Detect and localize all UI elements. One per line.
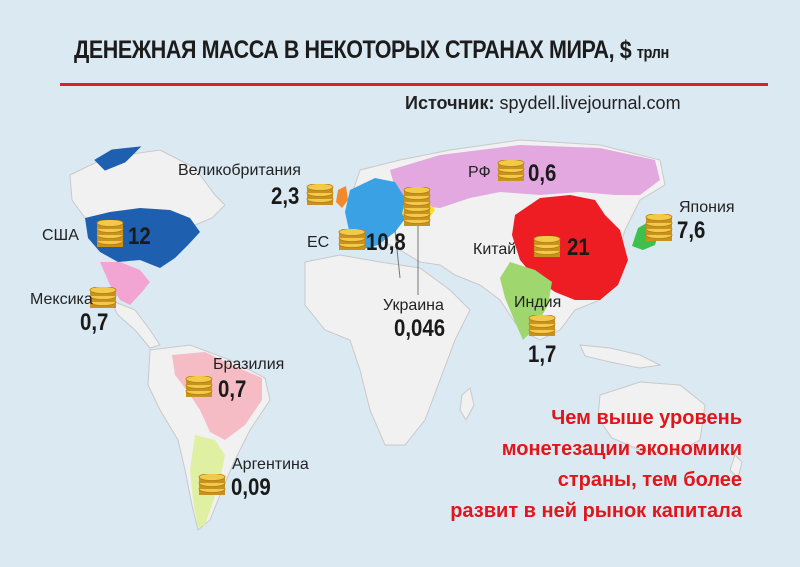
usa-label: США bbox=[42, 227, 79, 244]
conclusion-note: Чем выше уровень монетезации экономики с… bbox=[342, 403, 742, 527]
source-value: spydell.livejournal.com bbox=[499, 93, 681, 113]
usa-coin-stack-icon bbox=[96, 220, 124, 247]
japan-label: Япония bbox=[679, 199, 735, 216]
central-america-land bbox=[108, 299, 161, 349]
argentina-value: 0,09 bbox=[231, 474, 271, 501]
madagascar-land bbox=[459, 387, 475, 422]
title-text: ДЕНЕЖНАЯ МАССА В НЕКОТОРЫХ СТРАНАХ МИРА,… bbox=[74, 36, 632, 64]
ukraine-value: 0,046 bbox=[394, 315, 446, 342]
note-line: монетезации экономики bbox=[501, 438, 742, 460]
greenland-land bbox=[94, 146, 142, 171]
eu-value: 10,8 bbox=[366, 229, 406, 256]
russia-shape bbox=[390, 145, 660, 208]
india-value: 1,7 bbox=[528, 341, 557, 368]
mexico-shape bbox=[100, 262, 150, 305]
title-underline bbox=[60, 83, 768, 86]
mexico-label: Мексика bbox=[30, 291, 93, 308]
argentina-label: Аргентина bbox=[232, 456, 309, 473]
china-label: Китай bbox=[473, 241, 517, 258]
ukraine-coin-stack-icon bbox=[403, 187, 431, 226]
note-line: развит в ней рынок капитала bbox=[450, 500, 742, 522]
russia-value: 0,6 bbox=[528, 160, 557, 187]
mexico-coin-stack-icon bbox=[89, 287, 117, 308]
india-coin-stack-icon bbox=[528, 315, 556, 336]
note-line: страны, тем более bbox=[557, 469, 742, 491]
ukraine-label: Украина bbox=[383, 297, 444, 314]
mexico-value: 0,7 bbox=[80, 309, 109, 336]
brazil-shape bbox=[172, 352, 262, 440]
argentina-coin-stack-icon bbox=[198, 474, 226, 495]
uk-shape bbox=[336, 186, 348, 208]
africa-land bbox=[304, 254, 471, 446]
note-line: Чем выше уровень bbox=[551, 407, 742, 429]
map-title: ДЕНЕЖНАЯ МАССА В НЕКОТОРЫХ СТРАНАХ МИРА,… bbox=[74, 36, 669, 65]
source-label: Источник: bbox=[405, 93, 495, 113]
uk-label: Великобритания bbox=[178, 162, 301, 179]
brazil-value: 0,7 bbox=[218, 376, 247, 403]
australia-land bbox=[597, 381, 706, 456]
japan-value: 7,6 bbox=[677, 217, 706, 244]
eu-coin-stack-icon bbox=[338, 229, 366, 250]
russia-label: РФ bbox=[468, 164, 491, 181]
brazil-coin-stack-icon bbox=[185, 376, 213, 397]
indonesia-land bbox=[579, 344, 662, 369]
title-unit: трлн bbox=[636, 43, 670, 62]
india-label: Индия bbox=[514, 294, 562, 311]
new-zealand-land bbox=[729, 454, 743, 479]
china-value: 21 bbox=[567, 234, 590, 261]
brazil-label: Бразилия bbox=[213, 356, 285, 373]
china-coin-stack-icon bbox=[533, 236, 561, 257]
usa-value: 12 bbox=[128, 223, 151, 250]
source-line: Источник: spydell.livejournal.com bbox=[405, 93, 681, 114]
russia-coin-stack-icon bbox=[497, 160, 525, 181]
eu-leader bbox=[394, 229, 401, 279]
eu-label: ЕС bbox=[307, 234, 330, 251]
china-shape bbox=[512, 195, 628, 300]
uk-value: 2,3 bbox=[271, 183, 300, 210]
japan-coin-stack-icon bbox=[645, 214, 673, 241]
uk-coin-stack-icon bbox=[306, 184, 334, 205]
